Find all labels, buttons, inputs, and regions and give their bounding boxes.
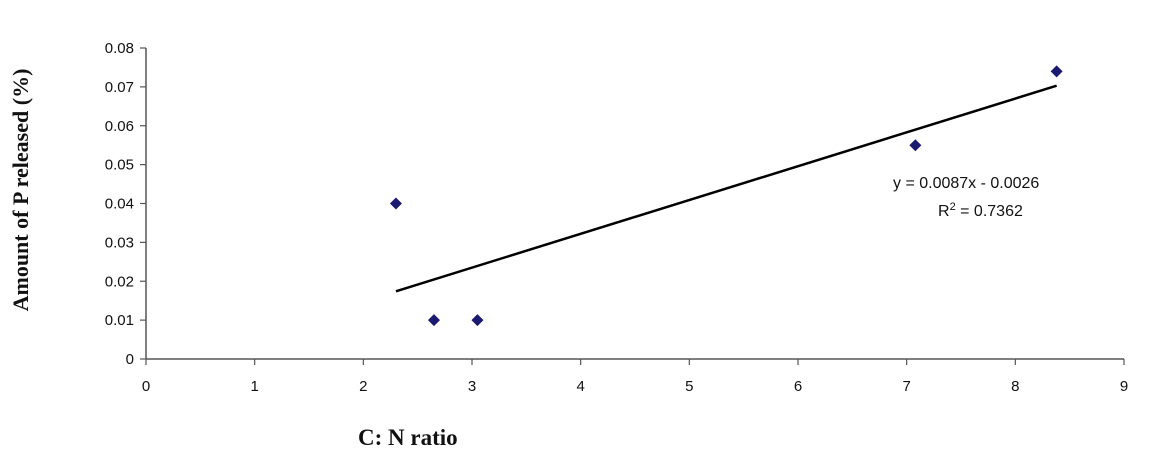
x-tick-label: 8	[1011, 378, 1019, 395]
y-tick-label: 0.03	[105, 234, 134, 251]
x-tick-label: 7	[902, 378, 910, 395]
x-tick-label: 2	[359, 378, 367, 395]
r-squared-value: = 0.7362	[956, 203, 1023, 220]
y-axis-title: Amount of P released (%)	[8, 69, 33, 312]
x-tick-label: 6	[794, 378, 802, 395]
data-points	[389, 65, 1063, 327]
y-tick-label: 0.07	[105, 79, 134, 96]
x-tick-label: 0	[142, 378, 150, 395]
x-axis-title: C: N ratio	[358, 425, 458, 450]
y-tick-label: 0.05	[105, 157, 134, 174]
data-point-marker	[909, 139, 922, 152]
x-tick-label: 9	[1120, 378, 1128, 395]
trendline-equation: y = 0.0087x - 0.0026	[893, 175, 1039, 192]
y-tick-label: 0.02	[105, 273, 134, 290]
data-point-marker	[389, 197, 402, 210]
x-tick-label: 5	[685, 378, 693, 395]
y-ticks: 0 0.01 0.02 0.03 0.04 0.05 0.06 0.07 0.08	[105, 40, 146, 368]
r-squared-superscript: 2	[950, 201, 956, 213]
r-squared-label: R2 = 0.7362	[938, 201, 1023, 220]
data-point-marker	[1050, 65, 1063, 78]
data-point-marker	[427, 314, 440, 327]
y-tick-label: 0	[126, 351, 134, 368]
x-tick-label: 3	[468, 378, 476, 395]
y-tick-label: 0.01	[105, 312, 134, 329]
x-ticks: 0 1 2 3 4 5 6 7 8 9	[142, 359, 1128, 395]
trendline	[395, 84, 1057, 293]
data-point-marker	[471, 314, 484, 327]
x-tick-label: 4	[576, 378, 584, 395]
x-tick-label: 1	[250, 378, 258, 395]
r-squared-prefix: R	[938, 203, 950, 220]
y-tick-label: 0.08	[105, 40, 134, 57]
y-tick-label: 0.04	[105, 196, 134, 213]
y-tick-label: 0.06	[105, 118, 134, 135]
